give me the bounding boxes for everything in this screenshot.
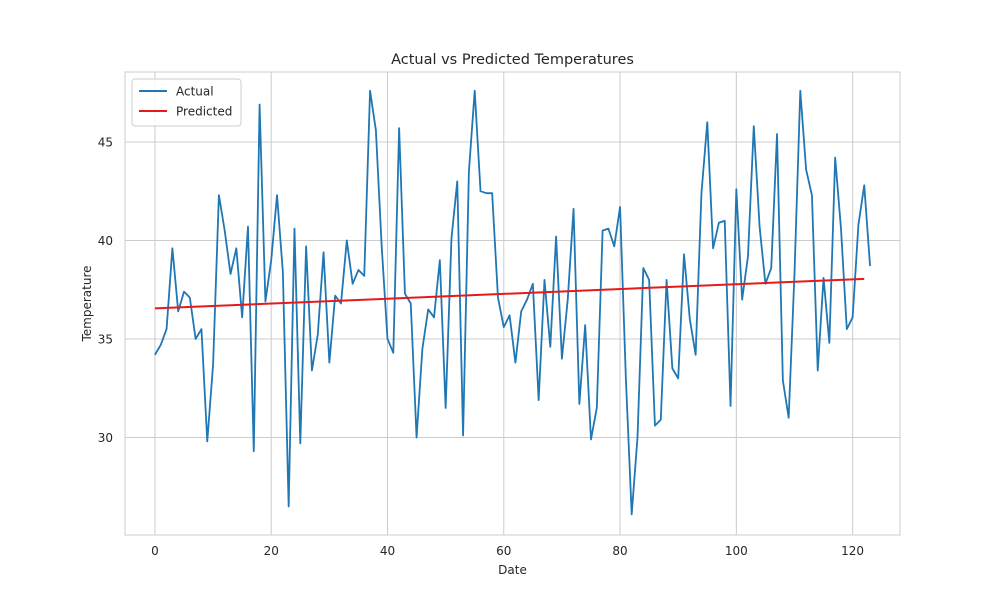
series-line-actual (154, 89, 871, 516)
x-tick-label: 40 (380, 544, 395, 558)
x-tick-label: 0 (151, 544, 159, 558)
x-tick-label: 100 (725, 544, 748, 558)
legend-label-actual: Actual (176, 85, 214, 99)
x-tick-label: 120 (841, 544, 864, 558)
series-lines (154, 89, 871, 516)
x-axis-label: Date (498, 563, 527, 577)
y-tick-label: 35 (98, 332, 113, 346)
y-axis-label: Temperature (80, 265, 94, 342)
y-tick-label: 30 (98, 431, 113, 445)
series-line-predicted (154, 277, 865, 310)
tick-labels: 0 20 40 60 80 100 120 30 35 40 45 (98, 135, 864, 558)
y-tick-label: 45 (98, 135, 113, 149)
x-tick-label: 60 (496, 544, 511, 558)
x-tick-label: 20 (264, 544, 279, 558)
plot-frame (124, 71, 901, 536)
legend: Actual Predicted (131, 78, 242, 127)
chart-title: Actual vs Predicted Temperatures (391, 52, 634, 68)
x-tick-label: 80 (612, 544, 627, 558)
legend-label-predicted: Predicted (176, 105, 232, 119)
y-tick-label: 40 (98, 234, 113, 248)
